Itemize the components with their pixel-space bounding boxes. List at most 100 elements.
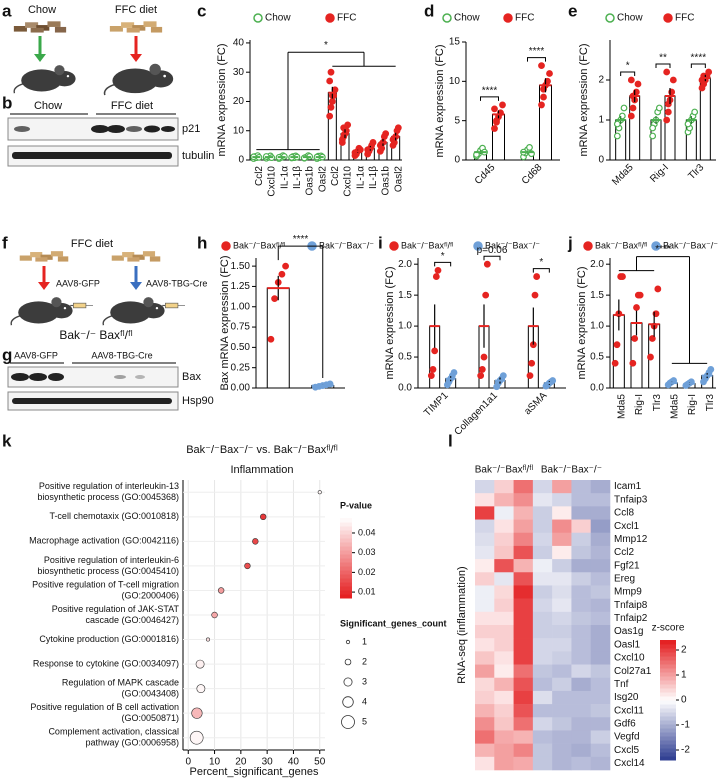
data-point xyxy=(538,62,545,69)
dot xyxy=(260,513,267,521)
x-tick-label: 50 xyxy=(314,757,326,768)
y-axis-label: mRNA expression (FC) xyxy=(578,43,590,156)
colorbar-cell xyxy=(340,550,352,555)
heatmap-cell xyxy=(552,625,572,639)
row-label: Icam1 xyxy=(614,481,642,492)
heatmap-cell xyxy=(552,611,572,626)
significance-bracket xyxy=(620,71,636,76)
heatmap-cell xyxy=(513,506,534,520)
dot xyxy=(244,562,251,570)
panel-letter: k xyxy=(2,431,12,450)
panel-letter: g xyxy=(2,345,12,364)
row-label: Oasl1 xyxy=(614,639,641,650)
dot xyxy=(317,490,322,495)
heatmap-cell xyxy=(552,519,572,534)
data-point xyxy=(327,103,335,111)
data-point xyxy=(326,77,334,85)
legend-label: Bak⁻/⁻Bax⁻/⁻ xyxy=(663,240,718,250)
y-tick-label: Macrophage activation (GO:0042116) xyxy=(29,536,179,546)
colorbar-cell xyxy=(660,660,676,665)
heatmap-cell xyxy=(513,611,534,626)
data-point xyxy=(480,353,488,361)
arrow-head xyxy=(34,54,46,62)
colorbar-cell xyxy=(660,656,676,661)
heatmap-cell xyxy=(552,572,572,586)
heatmap-cell xyxy=(590,559,611,573)
heatmap-cell xyxy=(475,480,495,494)
heatmap-cell xyxy=(552,545,572,560)
legend-marker xyxy=(253,13,263,23)
heatmap-cell xyxy=(590,638,611,652)
significance-label: **** xyxy=(529,46,545,57)
x-tick-label: IL-1β xyxy=(292,166,303,189)
data-point xyxy=(340,124,348,132)
heatmap-cell xyxy=(513,638,534,652)
size-legend-label: 5 xyxy=(362,716,367,726)
legend-marker xyxy=(663,13,673,23)
colorbar-cell xyxy=(340,558,352,563)
heatmap-cell xyxy=(532,480,553,494)
heatmap-cell xyxy=(590,493,611,507)
x-tick-label: Collagen1a1 xyxy=(452,390,500,438)
data-point xyxy=(707,366,715,373)
heatmap-cell xyxy=(513,625,534,639)
column-group-label: Bak⁻/⁻Bax⁻/⁻ xyxy=(541,465,602,476)
x-tick-label: TIMP1 xyxy=(422,390,451,419)
heatmap-cell xyxy=(590,480,611,494)
row-label: Cxcl14 xyxy=(614,758,645,769)
blot-group: Chow xyxy=(34,100,62,112)
colorbar-cell xyxy=(660,752,676,757)
heatmap-cell xyxy=(494,572,514,586)
heatmap-cell xyxy=(590,677,611,692)
heatmap-cell xyxy=(513,743,534,758)
y-tick-label: (GO:0043408) xyxy=(121,689,179,699)
y-tick-label: 1.50 xyxy=(231,261,251,272)
row-label: Vegfd xyxy=(614,732,640,743)
syringe xyxy=(70,302,94,309)
heatmap-cell xyxy=(532,598,553,613)
y-axis-label: mRNA expression (FC) xyxy=(576,266,588,379)
heatmap-cell xyxy=(532,559,553,573)
significance-label: **** xyxy=(691,53,707,64)
colorbar-cell xyxy=(340,562,352,567)
y-tick-label: 0.0 xyxy=(590,383,604,394)
heatmap-cell xyxy=(494,651,514,665)
data-point xyxy=(544,77,551,85)
data-point xyxy=(282,262,289,270)
data-point xyxy=(669,76,677,84)
heatmap-cell xyxy=(475,690,495,705)
heatmap-cell xyxy=(532,664,553,679)
heatmap-cell xyxy=(494,585,514,599)
data-point xyxy=(613,132,621,140)
heatmap-cell xyxy=(552,585,572,599)
x-tick-label: IL-1α xyxy=(355,166,366,189)
heatmap-cell xyxy=(571,730,592,744)
heatmap-cell xyxy=(571,743,592,758)
data-point xyxy=(499,372,507,380)
heatmap-cell xyxy=(475,519,495,534)
data-point xyxy=(629,104,637,112)
significance-label: * xyxy=(539,257,543,268)
significance-bracket xyxy=(483,255,501,261)
heatmap-cell xyxy=(494,664,514,679)
x-tick-label: Tlr3 xyxy=(705,394,716,412)
heatmap-cell xyxy=(513,545,534,560)
panel-letter: e xyxy=(568,1,577,20)
colorbar-cell xyxy=(660,648,676,653)
data-point xyxy=(267,335,275,343)
heatmap-cell xyxy=(532,545,553,560)
heatmap-cell xyxy=(494,730,514,744)
band-label: Hsp90 xyxy=(182,395,214,407)
data-point xyxy=(450,369,458,376)
colorbar-cell xyxy=(340,590,352,595)
data-point xyxy=(664,108,672,116)
significance-label: **** xyxy=(293,234,309,245)
colorbar-cell xyxy=(660,672,676,677)
heatmap-cell xyxy=(494,506,514,520)
panel-letter: d xyxy=(424,1,434,20)
y-axis-label: mRNA expression (FC) xyxy=(216,43,228,156)
heatmap-cell xyxy=(571,704,592,718)
legend-marker xyxy=(442,13,452,23)
row-label: Isg20 xyxy=(614,692,639,703)
size-legend-marker xyxy=(341,715,355,729)
